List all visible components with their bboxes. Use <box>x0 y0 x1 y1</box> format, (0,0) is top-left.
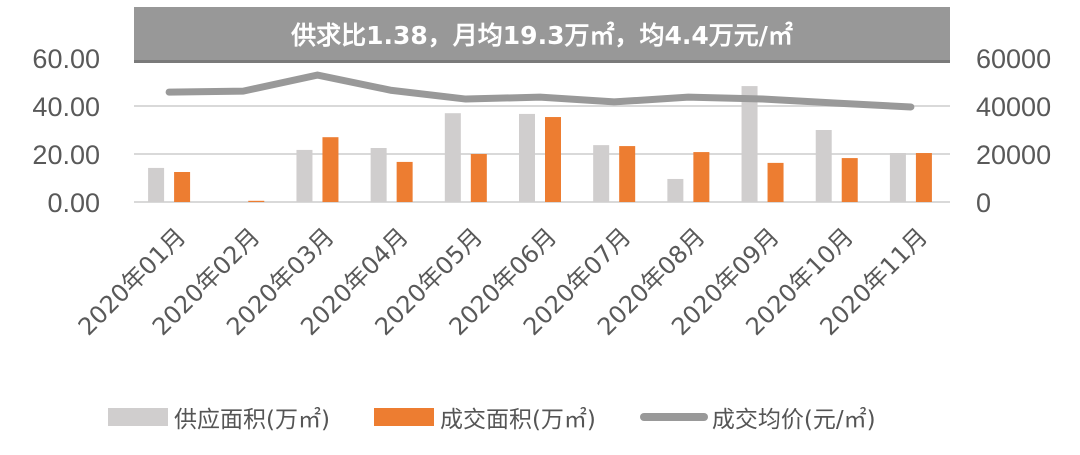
summary-banner: 供求比1.38，月均19.3万㎡，均4.4万元/㎡ <box>134 7 950 63</box>
supply-bar <box>593 145 610 202</box>
supply-bar <box>519 113 535 202</box>
supply-bar <box>889 153 906 202</box>
y-right-tick: 40000 <box>976 92 1051 122</box>
deal-bar <box>248 200 265 202</box>
supply-bar <box>296 149 313 202</box>
deal-bar <box>841 158 858 202</box>
legend-item-deal: 成交面积(万㎡) <box>373 400 596 434</box>
deal-swatch <box>373 408 434 426</box>
supply-swatch <box>108 408 168 426</box>
deal-bar <box>915 153 932 202</box>
legend: 供应面积(万㎡) 成交面积(万㎡) 成交均价(元/㎡) <box>108 400 920 434</box>
deal-bar <box>396 161 413 202</box>
supply-bar <box>815 130 832 202</box>
y-left-tick: 20.00 <box>32 140 100 170</box>
price-line <box>165 71 915 111</box>
y-left-tick: 0.00 <box>47 188 100 218</box>
legend-item-supply: 供应面积(万㎡) <box>108 400 330 434</box>
deal-bar <box>767 162 784 202</box>
deal-bar <box>619 146 636 202</box>
supply-bar <box>741 86 758 202</box>
deal-bar <box>545 117 561 202</box>
y-left-tick: 40.00 <box>32 92 100 122</box>
legend-item-price: 成交均价(元/㎡) <box>639 400 876 434</box>
y-right-tick: 0 <box>976 188 991 218</box>
deal-bar <box>322 137 339 202</box>
y-left-tick: 60.00 <box>32 44 100 74</box>
supply-bar <box>370 148 387 202</box>
supply-bar <box>148 167 165 202</box>
legend-deal-label: 成交面积(万㎡) <box>439 407 596 433</box>
deal-bar <box>470 154 487 202</box>
supply-bar <box>444 113 461 202</box>
legend-supply-label: 供应面积(万㎡) <box>174 407 330 433</box>
price-swatch <box>639 413 708 421</box>
deal-bar <box>174 172 191 202</box>
deal-bar <box>693 152 710 202</box>
y-right-tick: 60000 <box>976 44 1051 74</box>
y-right-tick: 20000 <box>976 140 1051 170</box>
supply-bar <box>667 178 684 202</box>
legend-price-label: 成交均价(元/㎡) <box>711 407 876 433</box>
summary-text: 供求比1.38，月均19.3万㎡，均4.4万元/㎡ <box>291 20 793 50</box>
